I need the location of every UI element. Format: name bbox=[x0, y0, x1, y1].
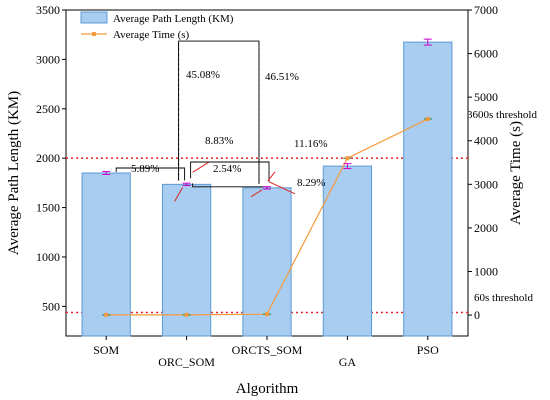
right-tick-label-2000: 2000 bbox=[474, 221, 498, 235]
x-tick-label-orcts-som: ORCTS_SOM bbox=[232, 343, 303, 357]
left-tick-label-2500: 2500 bbox=[36, 102, 60, 116]
right-tick-label-3000: 3000 bbox=[474, 177, 498, 191]
bracket-ga bbox=[190, 161, 270, 182]
left-tick-label-1500: 1500 bbox=[36, 201, 60, 215]
arrow-orc-red bbox=[174, 187, 184, 202]
threshold-label-3600: 3600s threshold bbox=[467, 109, 537, 121]
legend: Average Path Length (KM) Average Time (s… bbox=[80, 11, 234, 41]
time-line-series bbox=[102, 116, 432, 317]
time-point-som bbox=[104, 312, 109, 317]
left-tick-label-3000: 3000 bbox=[36, 52, 60, 66]
arrow-orcts-red bbox=[250, 189, 263, 198]
legend-line-label: Average Time (s) bbox=[113, 29, 190, 41]
x-axis: SOM ORC_SOM ORCTS_SOM GA PSO bbox=[93, 336, 439, 369]
right-tick-label-7000: 7000 bbox=[474, 3, 498, 17]
annotation-8-83: 8.83% bbox=[205, 135, 233, 147]
annotation-2-54: 2.54% bbox=[213, 163, 241, 175]
left-tick-label-1000: 1000 bbox=[36, 250, 60, 264]
arrow-orcts-lower-red bbox=[268, 181, 296, 195]
bars bbox=[81, 41, 453, 337]
time-point-orcts-som bbox=[265, 312, 269, 317]
error-bars bbox=[102, 38, 432, 190]
annotation-8-29: 8.29% bbox=[297, 177, 325, 189]
right-tick-label-4000: 4000 bbox=[474, 134, 498, 148]
left-tick-label-500: 500 bbox=[42, 299, 60, 313]
annotation-46-51: 46.51% bbox=[265, 71, 299, 83]
comparison-brackets bbox=[115, 40, 296, 202]
bar-pso bbox=[403, 41, 453, 337]
legend-bar-label: Average Path Length (KM) bbox=[113, 13, 234, 25]
bar-som bbox=[81, 172, 131, 337]
bracket-som bbox=[115, 167, 186, 181]
x-tick-label-som: SOM bbox=[93, 343, 119, 357]
right-tick-label-5000: 5000 bbox=[474, 90, 498, 104]
annotation-5-89: 5.89% bbox=[131, 163, 159, 175]
legend-bar-swatch bbox=[80, 11, 108, 24]
right-tick-label-1000: 1000 bbox=[474, 264, 498, 278]
right-tick-label-0: 0 bbox=[474, 308, 480, 322]
left-axis-title: Average Path Length (KM) bbox=[6, 91, 22, 255]
threshold-label-60: 60s threshold bbox=[474, 292, 533, 304]
x-tick-label-orc-som: ORC_SOM bbox=[158, 355, 215, 369]
right-tick-label-6000: 6000 bbox=[474, 47, 498, 61]
right-axis-title: Average Time (s) bbox=[508, 121, 524, 225]
bar-orc-som bbox=[161, 183, 212, 337]
x-tick-label-pso: PSO bbox=[417, 343, 439, 357]
annotation-11-16: 11.16% bbox=[294, 138, 328, 150]
left-tick-label-2000: 2000 bbox=[36, 151, 60, 165]
left-y-axis: 500 1000 1500 2000 2500 3000 3500 bbox=[36, 3, 66, 313]
arrow-orcts-upper-red bbox=[267, 171, 276, 182]
time-point-ga bbox=[345, 156, 350, 161]
bar-orcts-som bbox=[242, 187, 292, 337]
left-tick-label-3500: 3500 bbox=[36, 3, 60, 17]
arrow-8-83 bbox=[192, 161, 209, 173]
time-point-orc-som bbox=[184, 312, 189, 317]
x-axis-title: Algorithm bbox=[236, 381, 299, 397]
time-point-pso bbox=[425, 116, 430, 121]
bracket-orc-orcts bbox=[192, 183, 263, 188]
bar-ga bbox=[322, 165, 373, 337]
legend-line-marker bbox=[92, 32, 96, 36]
x-tick-label-ga: GA bbox=[339, 355, 357, 369]
right-y-axis: 0 1000 2000 3000 4000 5000 6000 7000 bbox=[468, 3, 498, 322]
annotation-45-08: 45.08% bbox=[186, 69, 220, 81]
